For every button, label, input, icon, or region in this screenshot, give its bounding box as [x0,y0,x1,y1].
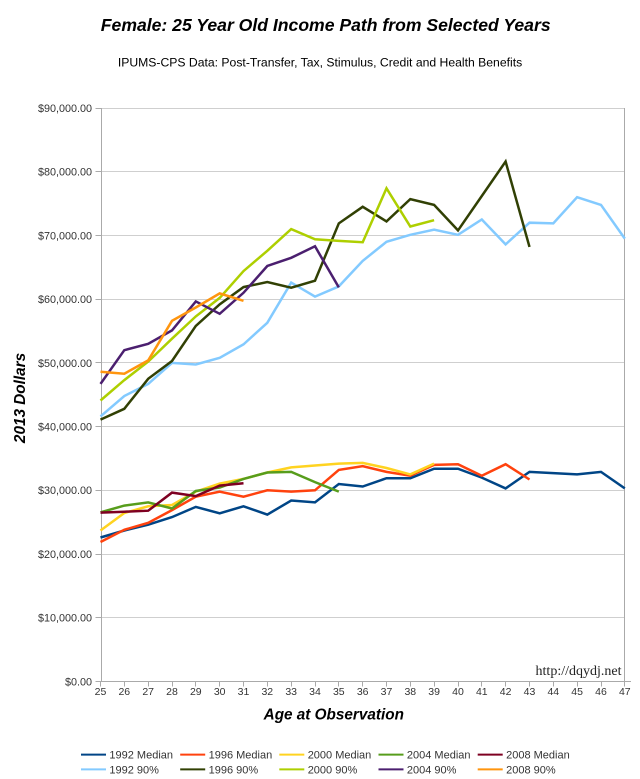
svg-text:26: 26 [118,686,130,698]
svg-text:2008 90%: 2008 90% [506,764,556,776]
svg-text:1992 90%: 1992 90% [109,764,159,776]
svg-text:45: 45 [571,686,583,698]
svg-text:1992 Median: 1992 Median [109,750,173,762]
svg-text:2004 Median: 2004 Median [407,750,471,762]
svg-text:43: 43 [524,686,536,698]
svg-text:25: 25 [95,686,107,698]
svg-text:40: 40 [452,686,464,698]
svg-text:29: 29 [190,686,202,698]
svg-text:2000 90%: 2000 90% [308,764,358,776]
svg-text:31: 31 [238,686,250,698]
svg-text:35: 35 [333,686,345,698]
svg-text:41: 41 [476,686,488,698]
svg-text:2008 Median: 2008 Median [506,750,570,762]
svg-text:$0.00: $0.00 [65,676,92,688]
svg-text:$20,000.00: $20,000.00 [38,549,92,561]
svg-text:2004 90%: 2004 90% [407,764,457,776]
svg-text:2013 Dollars: 2013 Dollars [12,353,29,444]
svg-text:$80,000.00: $80,000.00 [38,167,92,179]
svg-text:Age at Observation: Age at Observation [263,706,404,723]
svg-text:47: 47 [619,686,631,698]
svg-text:$50,000.00: $50,000.00 [38,358,92,370]
svg-text:27: 27 [142,686,154,698]
svg-text:36: 36 [357,686,369,698]
svg-text:38: 38 [404,686,416,698]
svg-text:44: 44 [547,686,559,698]
svg-text:IPUMS-CPS Data: Post-Transfer,: IPUMS-CPS Data: Post-Transfer, Tax, Stim… [118,55,522,69]
svg-text:28: 28 [166,686,178,698]
svg-text:Female: 25 Year Old Income Pat: Female: 25 Year Old Income Path from Sel… [101,15,551,35]
svg-text:30: 30 [214,686,226,698]
svg-text:32: 32 [261,686,273,698]
svg-text:http://dqydj.net: http://dqydj.net [536,664,622,679]
svg-text:46: 46 [595,686,607,698]
svg-text:34: 34 [309,686,321,698]
svg-text:1996 90%: 1996 90% [209,764,259,776]
svg-text:2000 Median: 2000 Median [308,750,372,762]
svg-text:1996 Median: 1996 Median [209,750,273,762]
svg-text:$40,000.00: $40,000.00 [38,422,92,434]
svg-text:42: 42 [500,686,512,698]
svg-text:37: 37 [381,686,393,698]
svg-text:33: 33 [285,686,297,698]
svg-text:39: 39 [428,686,440,698]
svg-text:$70,000.00: $70,000.00 [38,230,92,242]
svg-text:$10,000.00: $10,000.00 [38,613,92,625]
svg-text:$30,000.00: $30,000.00 [38,485,92,497]
svg-text:$90,000.00: $90,000.00 [38,103,92,115]
svg-text:$60,000.00: $60,000.00 [38,294,92,306]
